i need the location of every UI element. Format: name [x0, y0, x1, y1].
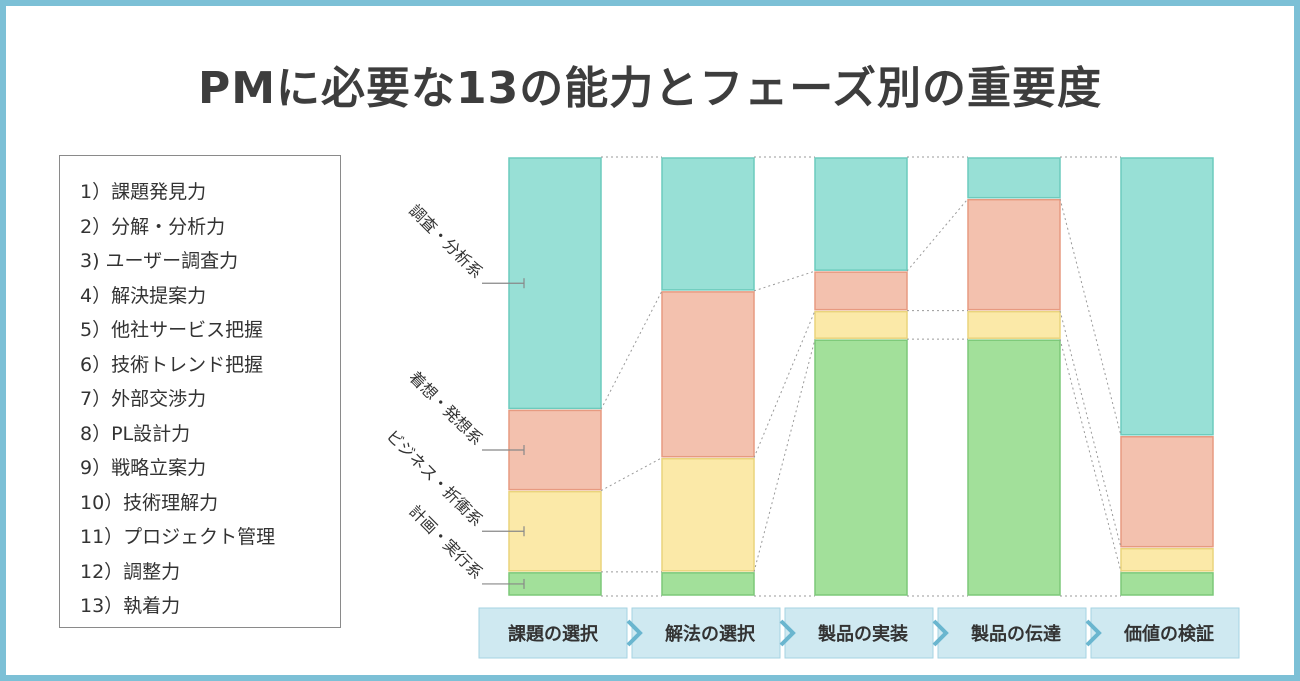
legend-item: 10）技術理解力 [80, 491, 219, 514]
connector-line [1059, 310, 1122, 548]
bar-segment [814, 310, 908, 339]
bar-segment [1120, 157, 1214, 436]
bar-segment [967, 339, 1061, 596]
bar-segment [967, 310, 1061, 339]
legend-item: 9）戦略立案力 [80, 457, 207, 479]
legend-item: 4）解決提案力 [80, 284, 207, 307]
bar-segment [661, 291, 755, 458]
legend-item: 11）プロジェクト管理 [80, 526, 276, 548]
connector-line [600, 457, 663, 492]
bar-segment [1120, 572, 1214, 596]
bar-segment [661, 457, 755, 572]
bar-segment [814, 339, 908, 596]
phase-label: 解法の選択 [665, 623, 756, 645]
bar-segment [1120, 547, 1214, 572]
phase-box [784, 607, 934, 659]
phase-box [631, 607, 781, 659]
connector-line [906, 198, 969, 272]
phase-arrow-icon [1085, 619, 1102, 647]
connector-line [753, 339, 816, 572]
group-label: 調査・分析系 [405, 201, 486, 282]
connector-line [1059, 339, 1122, 572]
legend-item: 13）執着力 [80, 595, 181, 617]
page-title: PMに必要な13の能力とフェーズ別の重要度 [197, 63, 1103, 114]
bar-segment [814, 157, 908, 271]
connector-line [1059, 198, 1122, 436]
legend-item: 1）課題発見力 [80, 181, 207, 203]
connector-line [753, 270, 816, 292]
connector-line [600, 290, 663, 410]
group-label: 着想・発想系 [405, 368, 486, 449]
legend-item: 12）調整力 [80, 560, 181, 583]
legend-item: 3) ユーザー調査力 [80, 250, 239, 272]
phase-box [478, 607, 628, 659]
bar-segment [661, 157, 755, 291]
legend-box: 1）課題発見力 2）分解・分析力 3) ユーザー調査力 4）解決提案力 5）他社サービス… [59, 155, 341, 628]
legend-item: 7）外部交渉力 [80, 388, 207, 410]
connector-line [753, 310, 816, 458]
legend-item: 5）他社サービス把握 [80, 319, 264, 341]
bar-segment [967, 198, 1061, 311]
bar-segment [661, 572, 755, 596]
phase-label: 価値の検証 [1123, 623, 1214, 645]
phase-box [937, 607, 1087, 659]
phase-label: 製品の伝達 [970, 623, 1061, 645]
bar-segment [1120, 436, 1214, 548]
phase-arrow-icon [932, 619, 949, 647]
legend-item: 2）分解・分析力 [80, 215, 226, 238]
bar-segment [967, 157, 1061, 199]
legend-item: 6）技術トレンド把握 [80, 353, 264, 376]
phase-label: 製品の実装 [817, 623, 908, 645]
legend-item: 8）PL設計力 [80, 422, 191, 445]
phase-arrow-icon [779, 619, 796, 647]
phase-arrow-icon [626, 619, 643, 647]
phase-label: 課題の選択 [508, 623, 599, 645]
bar-segment [814, 271, 908, 311]
phase-box [1090, 607, 1240, 659]
